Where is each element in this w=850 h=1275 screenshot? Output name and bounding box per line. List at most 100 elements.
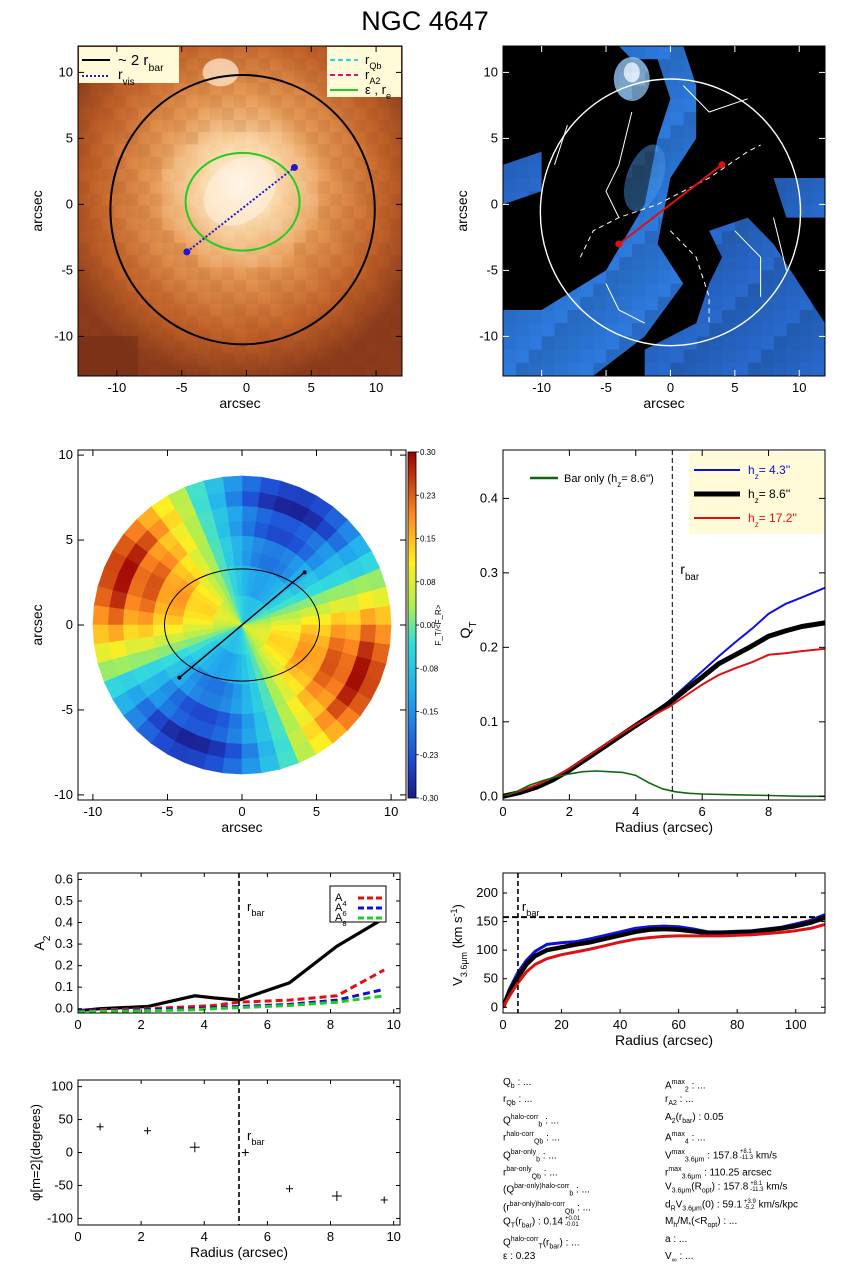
- pixel: [632, 270, 645, 284]
- force-cell: [231, 683, 243, 700]
- pixel: [198, 156, 210, 169]
- pixel: [503, 151, 516, 165]
- pixel: [306, 255, 318, 268]
- force-cell: [107, 624, 125, 643]
- pixel: [554, 362, 568, 376]
- pixel: [378, 181, 390, 194]
- pixel: [282, 205, 294, 219]
- pixel: [186, 316, 198, 329]
- colorbar-tick-label: -0.30: [420, 794, 439, 803]
- pixel: [799, 164, 813, 178]
- y-tick-label: 5: [66, 532, 73, 547]
- pixel: [270, 46, 282, 59]
- pixel: [773, 217, 787, 231]
- parameter-row: Amax4 : ...: [665, 1131, 706, 1146]
- pixel: [354, 108, 366, 120]
- pixel: [697, 310, 710, 323]
- pixel: [503, 164, 516, 178]
- pixel: [186, 58, 198, 70]
- pixel: [787, 59, 800, 72]
- parameter-row: Mh/M*(<Ropt) : ...: [665, 1216, 738, 1230]
- a2-series-line: [78, 968, 385, 1013]
- pixel: [773, 296, 787, 310]
- pixel: [593, 362, 607, 376]
- pixel: [102, 292, 114, 305]
- pixel: [761, 217, 774, 231]
- pixel: [799, 270, 813, 284]
- pixel: [812, 72, 825, 86]
- pixel: [761, 244, 774, 257]
- pixel: [555, 218, 568, 231]
- pixel: [378, 255, 390, 267]
- pixel: [632, 349, 645, 363]
- y-tick-label: -10: [479, 328, 498, 343]
- x-axis-label: arcsec: [643, 395, 684, 411]
- pixel: [162, 341, 174, 353]
- pixel: [270, 267, 282, 279]
- pixel: [306, 58, 318, 70]
- pixel: [330, 218, 342, 231]
- pixel: [306, 304, 318, 316]
- pixel: [186, 255, 198, 268]
- pixel: [114, 108, 126, 120]
- pixel: [735, 310, 749, 324]
- pixel: [709, 59, 722, 72]
- pixel: [748, 336, 761, 349]
- pixel: [198, 365, 210, 376]
- pixel: [541, 191, 555, 205]
- pixel: [354, 218, 366, 231]
- force-cell: [241, 475, 262, 493]
- parameter-row: V3.6μm(Ropt) : 157.8 +8.1 -11.3 km/s: [665, 1181, 788, 1196]
- pixel: [529, 86, 542, 99]
- y-tick-label: 100: [51, 1079, 73, 1094]
- pixel: [234, 242, 246, 256]
- pixel: [198, 218, 210, 231]
- core-glow: [203, 156, 277, 226]
- pixel: [748, 217, 761, 231]
- qt-series-line: [503, 586, 825, 798]
- pixel: [294, 119, 306, 133]
- pixel: [306, 193, 318, 206]
- pixel: [528, 204, 542, 218]
- y-tick-label: 0.2: [55, 958, 73, 973]
- pixel: [222, 328, 234, 342]
- pixel: [542, 72, 555, 85]
- pixel: [735, 217, 749, 231]
- pixel: [174, 193, 186, 206]
- residual-panel-frame: [502, 45, 826, 377]
- residual-contour: [773, 217, 787, 271]
- x-tick-label: 6: [264, 1017, 271, 1032]
- pixel: [657, 244, 671, 258]
- pixel: [632, 164, 645, 178]
- pixel: [657, 59, 671, 73]
- pixel: [330, 230, 342, 243]
- force-cell: [226, 728, 243, 745]
- x-tick-label: 5: [313, 804, 320, 819]
- pixel: [632, 257, 645, 271]
- pixel: [102, 242, 114, 256]
- pixel: [378, 365, 390, 376]
- rbar-label: rbar: [247, 899, 265, 918]
- y-tick-label: 0.0: [480, 788, 498, 803]
- pixel: [528, 349, 542, 363]
- pixel: [606, 151, 620, 165]
- y-tick-label: -10: [54, 787, 73, 802]
- bar-line: [618, 164, 723, 245]
- force-cell: [137, 611, 154, 626]
- bar-end: [302, 570, 307, 575]
- pixel: [799, 310, 813, 324]
- pixel: [683, 72, 697, 86]
- pixel: [773, 191, 787, 205]
- pixel: [683, 138, 697, 152]
- pixel: [282, 267, 294, 280]
- pixel: [138, 328, 150, 342]
- pixel: [709, 297, 722, 310]
- pixel: [90, 279, 102, 292]
- force-cell: [222, 757, 243, 775]
- x-tick-label: 0: [74, 1017, 81, 1032]
- pixel: [580, 98, 594, 112]
- pixel: [126, 169, 138, 182]
- pixel: [528, 125, 542, 139]
- pixel: [294, 218, 306, 231]
- pixel: [318, 341, 330, 354]
